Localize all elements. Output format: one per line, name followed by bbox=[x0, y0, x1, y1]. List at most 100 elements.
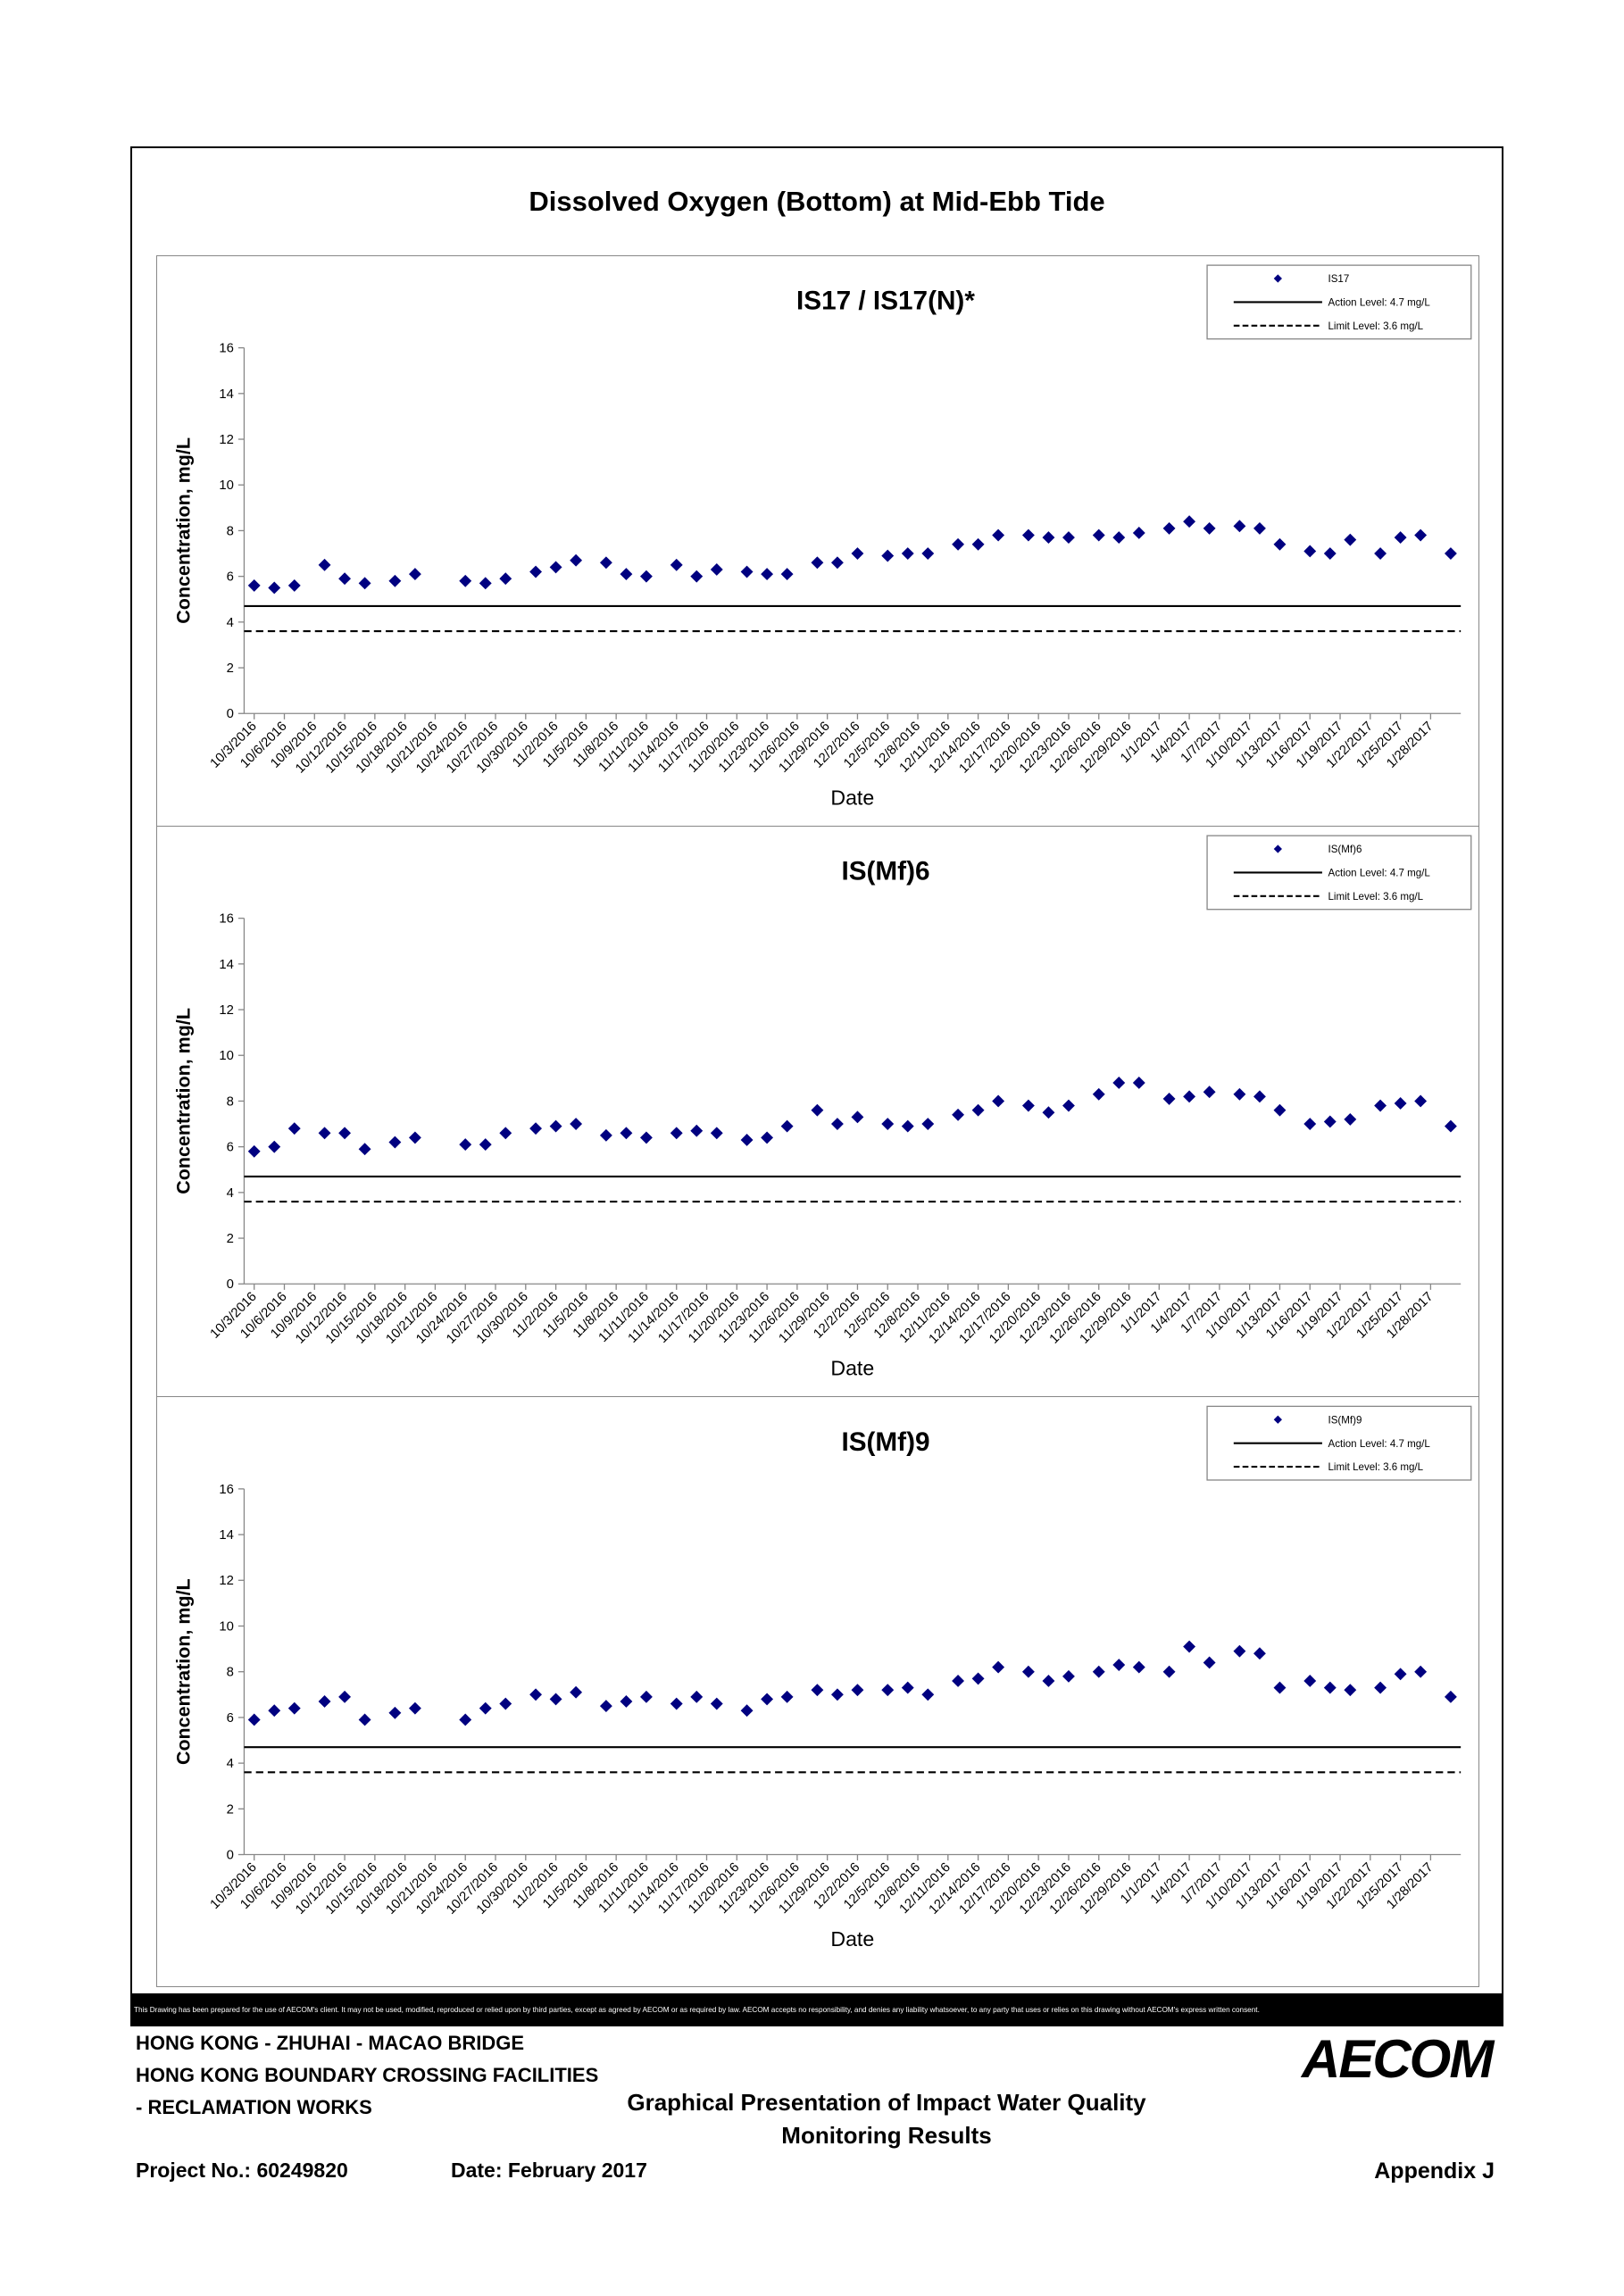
legend-marker bbox=[1273, 274, 1282, 283]
logo: AECOM bbox=[1302, 2029, 1494, 2089]
data-point bbox=[599, 1700, 612, 1713]
data-point bbox=[640, 570, 653, 583]
data-point bbox=[740, 565, 754, 578]
data-point bbox=[549, 1693, 562, 1706]
data-point bbox=[811, 1103, 824, 1117]
data-point bbox=[740, 1134, 754, 1146]
data-point bbox=[971, 1672, 985, 1685]
data-point bbox=[1021, 1099, 1035, 1112]
data-point bbox=[830, 556, 844, 570]
y-tick-label: 2 bbox=[227, 661, 234, 676]
y-tick-label: 16 bbox=[219, 912, 234, 927]
data-point bbox=[992, 528, 1005, 542]
y-tick-label: 10 bbox=[219, 478, 234, 493]
chart-panel: IS17 / IS17(N)* 0 2 4 6 8 10 12 14 16 10/3/2016 10/… bbox=[156, 255, 1479, 827]
data-point bbox=[268, 581, 281, 595]
data-point bbox=[529, 1688, 542, 1701]
data-point bbox=[1183, 1640, 1196, 1653]
data-point bbox=[992, 1660, 1005, 1674]
data-point bbox=[408, 568, 421, 581]
data-point bbox=[901, 1119, 914, 1133]
data-point bbox=[599, 1128, 612, 1142]
legend-label: Limit Level: 3.6 mg/L bbox=[1328, 1462, 1424, 1473]
data-point bbox=[1344, 533, 1357, 546]
data-point bbox=[971, 537, 985, 551]
data-point bbox=[1253, 1090, 1266, 1103]
data-point bbox=[690, 1124, 704, 1137]
data-point bbox=[549, 1119, 562, 1133]
legend-label: IS(Mf)9 bbox=[1328, 1415, 1362, 1426]
data-point bbox=[851, 1111, 864, 1124]
legend-label: Limit Level: 3.6 mg/L bbox=[1328, 321, 1424, 332]
data-point bbox=[570, 1118, 583, 1130]
data-point bbox=[851, 547, 864, 560]
data-point bbox=[1112, 1077, 1126, 1089]
data-point bbox=[1253, 521, 1266, 535]
document-title: Dissolved Oxygen (Bottom) at Mid-Ebb Tid… bbox=[529, 186, 1105, 217]
data-point bbox=[761, 568, 774, 581]
data-point bbox=[1303, 545, 1317, 558]
data-point bbox=[1233, 1087, 1246, 1101]
data-point bbox=[388, 1706, 402, 1719]
data-point bbox=[1414, 1094, 1428, 1108]
data-point bbox=[851, 1684, 864, 1697]
data-point bbox=[1444, 1119, 1457, 1133]
data-point bbox=[1062, 1669, 1075, 1683]
data-point bbox=[881, 549, 895, 562]
y-tick-label: 12 bbox=[219, 1003, 234, 1018]
project-line: HONG KONG - ZHUHAI - MACAO BRIDGE bbox=[136, 2032, 525, 2054]
data-point bbox=[459, 574, 472, 587]
y-tick-label: 8 bbox=[227, 1094, 234, 1109]
y-tick-label: 4 bbox=[227, 1186, 234, 1201]
data-point bbox=[408, 1701, 421, 1715]
data-point bbox=[318, 1127, 331, 1140]
data-point bbox=[921, 1118, 935, 1130]
data-point bbox=[459, 1138, 472, 1152]
y-tick-label: 14 bbox=[219, 387, 234, 402]
data-point bbox=[479, 577, 492, 590]
data-point bbox=[1203, 521, 1216, 535]
data-point bbox=[1162, 521, 1176, 535]
chart-panel: IS(Mf)6 0 2 4 6 8 10 12 14 16 10/3/2016 10/6/2016 10… bbox=[156, 826, 1479, 1397]
y-tick-label: 0 bbox=[227, 1848, 234, 1862]
data-point bbox=[479, 1701, 492, 1715]
data-point bbox=[921, 1688, 935, 1701]
y-tick-label: 12 bbox=[219, 1574, 234, 1588]
legend-label: Action Level: 4.7 mg/L bbox=[1328, 869, 1431, 879]
data-point bbox=[901, 1681, 914, 1694]
project-number: Project No.: 60249820 bbox=[136, 2159, 348, 2182]
y-tick-label: 14 bbox=[219, 958, 234, 972]
data-point bbox=[499, 1127, 512, 1140]
data-point bbox=[1394, 531, 1407, 545]
appendix: Appendix J bbox=[1374, 2159, 1495, 2184]
data-point bbox=[670, 1697, 683, 1710]
data-point bbox=[670, 558, 683, 571]
data-point bbox=[690, 1690, 704, 1703]
chart-title: IS(Mf)6 bbox=[841, 857, 929, 886]
y-tick-label: 10 bbox=[219, 1619, 234, 1634]
legend-label: IS17 bbox=[1328, 274, 1350, 285]
chart: IS(Mf)6024681012141610/3/201610/6/201610… bbox=[172, 835, 1472, 1380]
data-point bbox=[1092, 1665, 1105, 1678]
data-point bbox=[620, 1127, 633, 1140]
data-point bbox=[1132, 1660, 1145, 1674]
y-axis-label: Concentration, mg/L bbox=[172, 1578, 194, 1765]
legend-label: IS(Mf)6 bbox=[1328, 844, 1362, 855]
y-tick-label: 2 bbox=[227, 1232, 234, 1246]
data-point bbox=[268, 1704, 281, 1718]
data-point bbox=[761, 1131, 774, 1144]
data-point bbox=[1444, 547, 1457, 560]
data-point bbox=[358, 1143, 371, 1156]
y-tick-label: 14 bbox=[219, 1528, 234, 1543]
data-point bbox=[710, 563, 723, 576]
project-line: - RECLAMATION WORKS bbox=[136, 2096, 372, 2118]
y-tick-label: 10 bbox=[219, 1049, 234, 1063]
data-point bbox=[1344, 1112, 1357, 1126]
data-point bbox=[268, 1140, 281, 1153]
data-point bbox=[1323, 547, 1337, 560]
data-point bbox=[710, 1127, 723, 1140]
data-point bbox=[287, 578, 301, 592]
data-point bbox=[901, 547, 914, 560]
data-point bbox=[1253, 1647, 1266, 1660]
data-point bbox=[287, 1122, 301, 1136]
